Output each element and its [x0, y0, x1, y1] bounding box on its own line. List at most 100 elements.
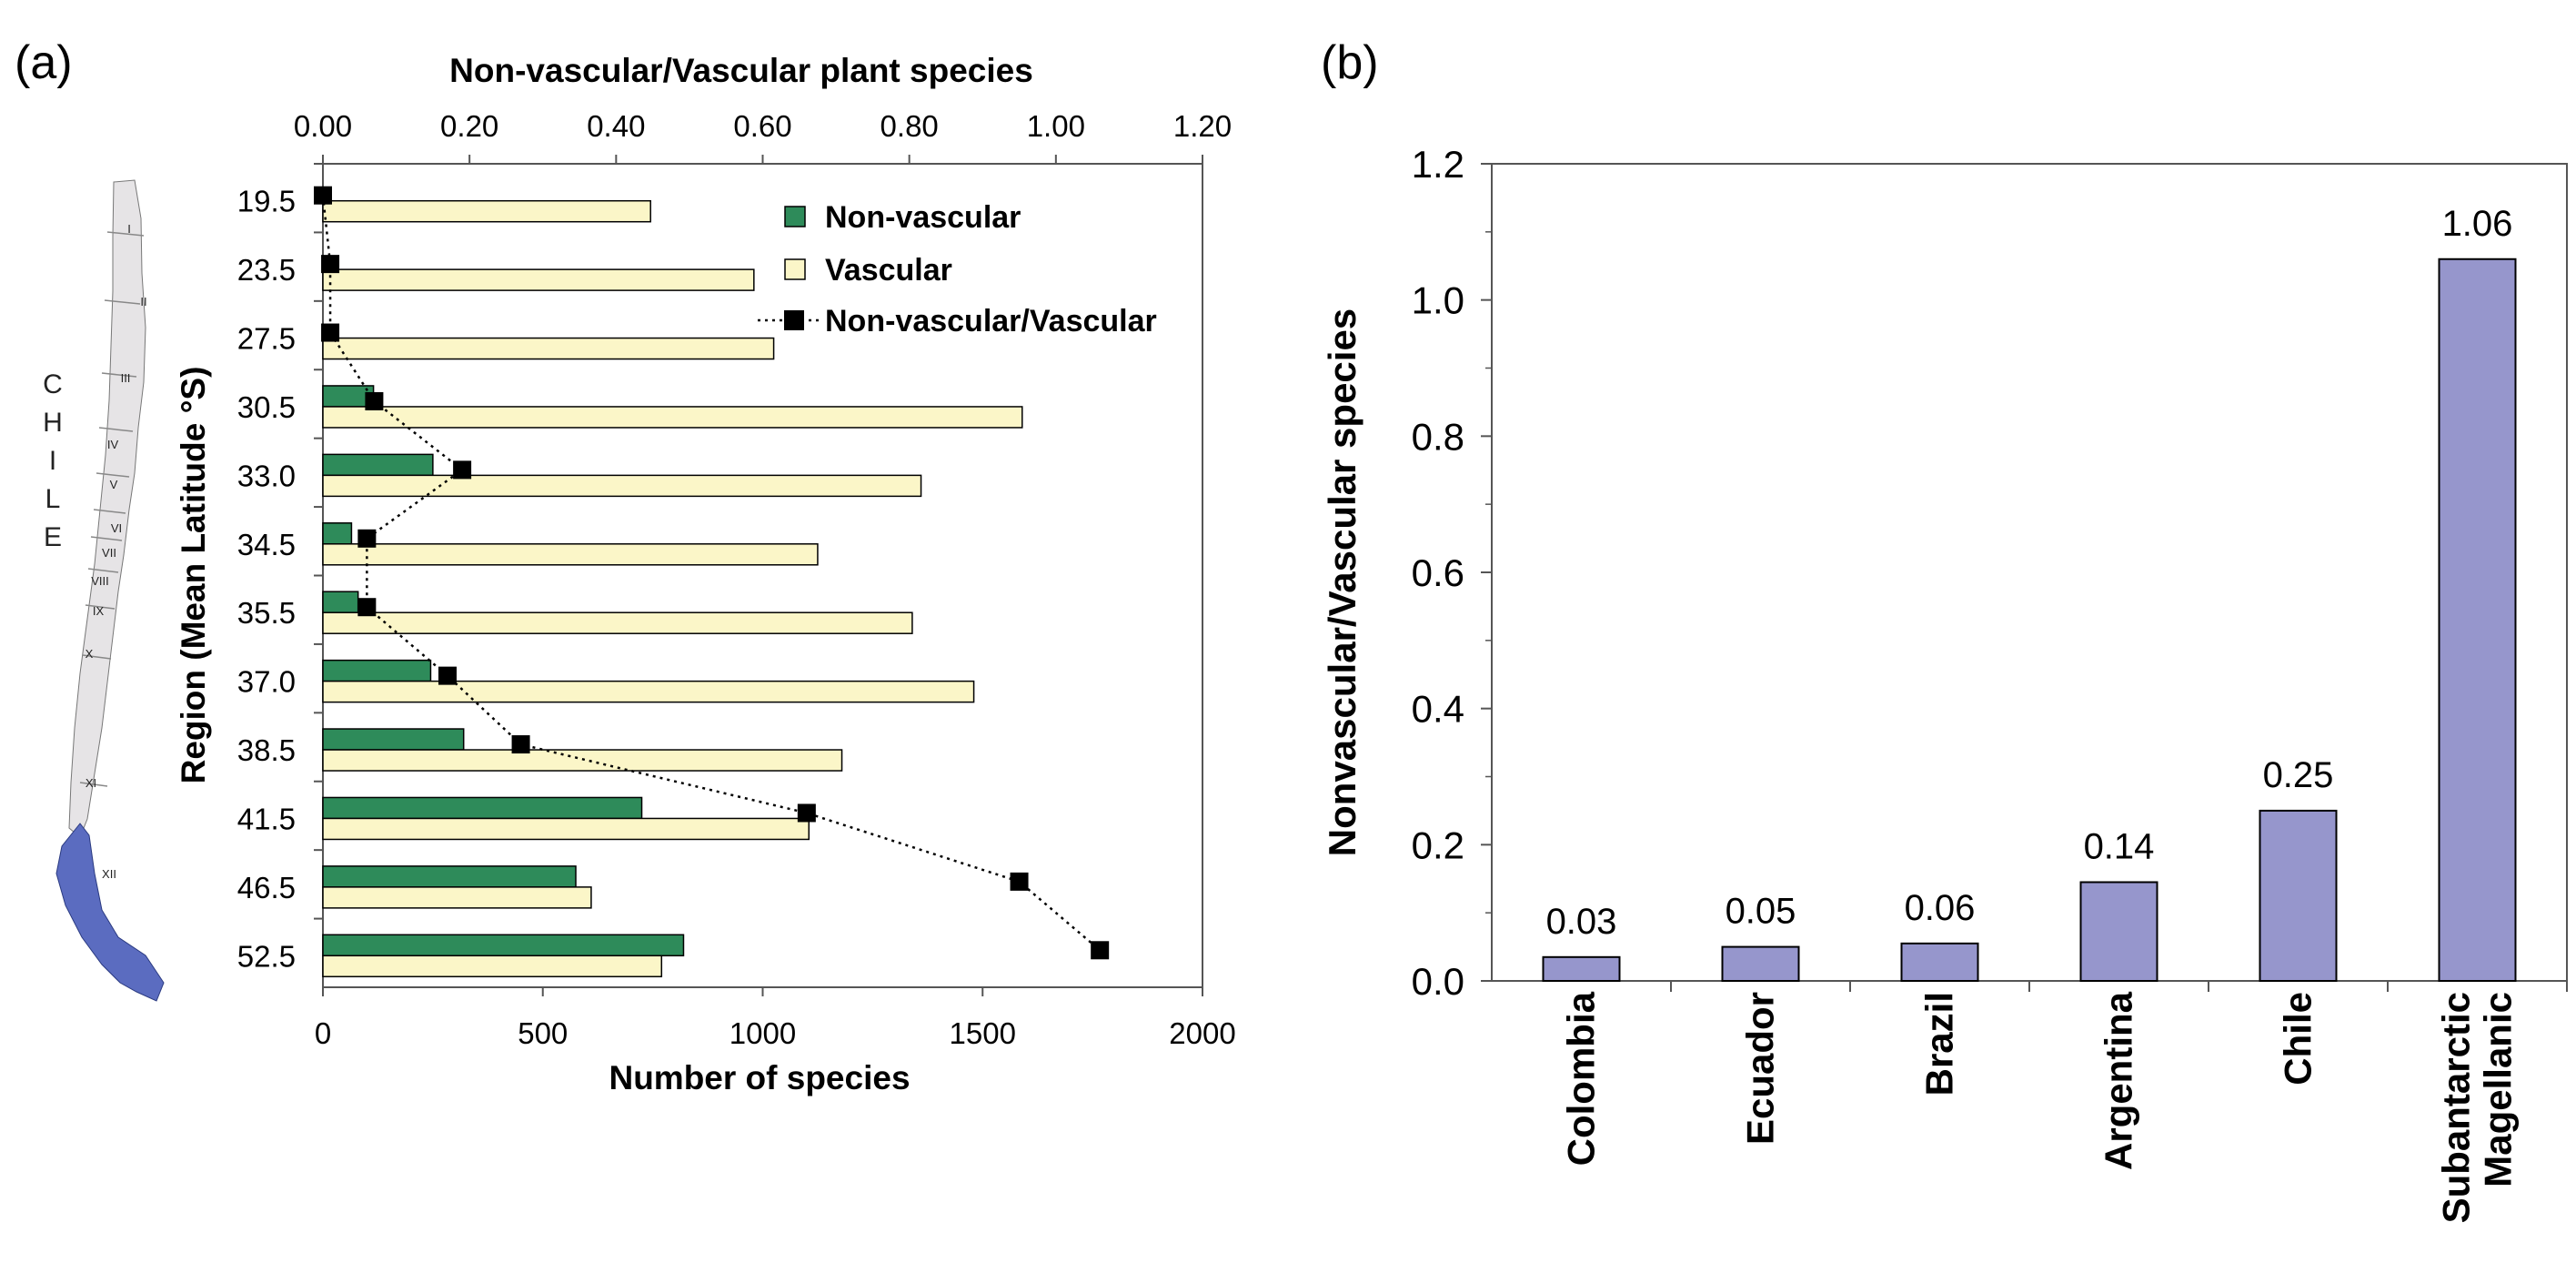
data-label-b: 1.06 — [2442, 204, 2513, 244]
x-tick-label: 1000 — [730, 1016, 796, 1050]
x-axis-title-a: Number of species — [609, 1059, 910, 1096]
map-region-label: IV — [107, 438, 119, 451]
ratio-marker — [453, 460, 472, 480]
x-tick-label: 1500 — [950, 1016, 1016, 1050]
category-label-b: Magellanic — [2477, 992, 2520, 1187]
y-tick-label-b: 0.8 — [1412, 415, 1464, 458]
data-label-b: 0.03 — [1546, 902, 1617, 942]
top-axis-ticks: 0.00 0.20 0.40 0.60 0.80 1.00 1.20 — [294, 109, 1232, 164]
map-south — [55, 823, 165, 1002]
map-region-label: VI — [111, 521, 122, 535]
data-label-b: 0.06 — [1905, 888, 1976, 928]
map-region-label: XII — [102, 867, 116, 881]
category-label: 34.5 — [237, 528, 296, 561]
legend-label: Vascular — [825, 253, 952, 288]
map-region-label: I — [127, 222, 131, 236]
bar-nonvascular — [322, 865, 577, 888]
ratio-marker — [357, 598, 377, 617]
bar-vascular — [322, 680, 975, 703]
bar-vascular — [322, 611, 913, 634]
map-country-letter: H — [43, 408, 63, 438]
data-label-b: 0.05 — [1726, 892, 1796, 932]
bar-b — [1542, 955, 1621, 983]
legend-marker — [784, 310, 804, 330]
bar-vascular — [322, 817, 810, 841]
y-tick-label-b: 1.0 — [1412, 279, 1464, 322]
y-tick-label-b: 0.6 — [1412, 551, 1464, 594]
ratio-marker — [321, 323, 340, 342]
ratio-marker — [321, 255, 340, 274]
bar-vascular — [322, 886, 592, 909]
bar-nonvascular — [322, 453, 434, 477]
bar-vascular — [322, 199, 651, 223]
data-label-b: 0.25 — [2263, 755, 2334, 795]
bar-b — [2259, 809, 2338, 983]
bar-b — [2438, 258, 2517, 982]
category-label: 41.5 — [237, 802, 296, 835]
bar-vascular — [322, 474, 922, 498]
category-label-b: Argentina — [2098, 991, 2140, 1170]
ratio-line-path — [321, 195, 1101, 952]
map-region-label: VIII — [91, 574, 109, 588]
bar-b — [1721, 945, 1800, 983]
bar-nonvascular — [322, 728, 465, 751]
category-label: 35.5 — [237, 596, 296, 630]
ratio-marker — [797, 803, 816, 823]
data-labels-b: 0.03 0.05 0.06 0.14 0.25 1.06 — [1546, 204, 2513, 942]
top-tick-label: 1.00 — [1027, 109, 1085, 143]
x-axis-ticks-a: 0 500 1000 1500 2000 — [315, 987, 1236, 1050]
top-axis-title: Non-vascular/Vascular plant species — [449, 52, 1033, 89]
category-label-b: Colombia — [1560, 991, 1603, 1166]
category-label-b: Brazil — [1918, 992, 1961, 1096]
x-tick-label: 2000 — [1169, 1016, 1235, 1050]
category-label-b: Chile — [2277, 992, 2319, 1086]
category-labels-b: Colombia Ecuador Brazil Argentina Chile Suban… — [1560, 981, 2568, 1223]
map-region-line — [96, 472, 130, 478]
bar-vascular — [322, 406, 1023, 429]
bar-nonvascular — [322, 796, 643, 820]
map-region-label: V — [110, 478, 118, 491]
map-region-label: VII — [102, 546, 116, 560]
category-labels-a: 19.5 23.5 27.5 30.5 33.0 34.5 35.5 37.0 38.5 41.5… — [237, 163, 323, 973]
category-label: 52.5 — [237, 939, 296, 973]
map-country-letter: E — [44, 522, 62, 552]
ratio-marker — [1091, 941, 1110, 960]
ratio-marker — [357, 529, 377, 548]
panel-b-chart: 0.00.20.40.60.81.01.2 0.03 0.05 0.060.140.… — [1321, 143, 2568, 1223]
ratio-marker — [438, 666, 457, 685]
bar-vascular — [322, 337, 775, 360]
map-country-letter: C — [43, 369, 63, 399]
category-label-b: Subantarctic — [2435, 992, 2478, 1223]
map-country-letter: L — [45, 484, 61, 514]
map-region-line — [82, 654, 112, 660]
map-region-line — [87, 568, 119, 573]
x-tick-label: 500 — [518, 1016, 568, 1050]
top-tick-label: 0.20 — [440, 109, 498, 143]
ratio-marker — [511, 735, 530, 754]
y-axis-title-b: Nonvascular/Vascular species — [1321, 308, 1363, 856]
plot-frame-b — [1491, 163, 2568, 982]
y-axis-ticks-b: 0.0 0.2 0.4 0.6 0.8 1.0 1.2 — [1412, 143, 1492, 1003]
category-label: 33.0 — [237, 459, 296, 492]
bar-nonvascular — [322, 934, 685, 957]
map-region-lines — [79, 231, 145, 787]
legend-swatch — [784, 258, 806, 280]
y-tick-label-b: 0.2 — [1412, 823, 1464, 866]
legend-swatch — [784, 206, 806, 227]
y-tick-label-b: 0.0 — [1412, 960, 1464, 1003]
map-region-label: IX — [93, 604, 105, 618]
category-label: 27.5 — [237, 322, 296, 356]
top-tick-label: 0.80 — [880, 109, 939, 143]
category-label: 23.5 — [237, 253, 296, 287]
category-label: 37.0 — [237, 665, 296, 699]
map-region-label: II — [140, 295, 146, 308]
map-region-label: XI — [86, 776, 96, 790]
map-region-line — [79, 782, 108, 787]
data-label-b: 0.14 — [2084, 826, 2155, 866]
map-region-line — [104, 299, 141, 305]
ratio-marker — [314, 186, 332, 205]
ratio-marker — [1010, 872, 1029, 891]
